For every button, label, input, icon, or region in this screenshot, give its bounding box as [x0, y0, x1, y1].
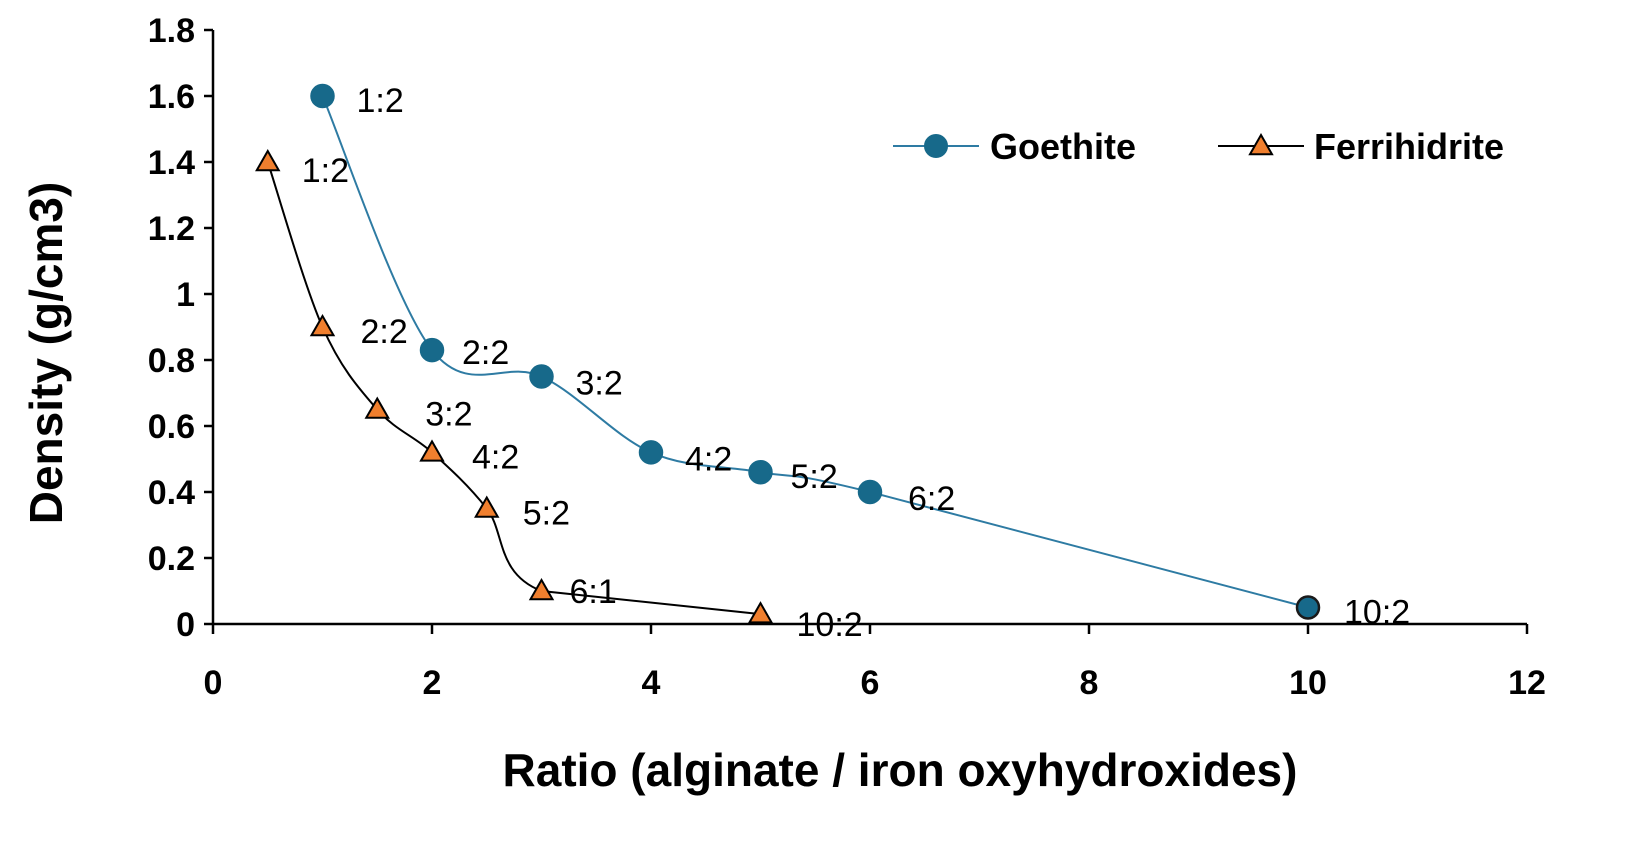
- data-point: [747, 601, 774, 624]
- data-label: 2:2: [361, 313, 408, 351]
- y-tick-label: 1.4: [148, 144, 195, 182]
- data-point: [857, 479, 883, 505]
- y-tick-label: 1: [176, 276, 195, 314]
- axes: 0 0.2 0.4 0.6 0.8 1 1.2 1.4 1.6 1.8 0 2 4 6 8 10 12: [148, 12, 1546, 702]
- legend-item-goethite: Goethite: [893, 126, 1136, 167]
- data-point: [419, 439, 445, 462]
- data-label: 2:2: [462, 334, 509, 372]
- legend-marker: [924, 134, 948, 158]
- y-tick-label: 0.8: [148, 342, 195, 380]
- legend-marker: [1248, 132, 1274, 156]
- series-line-goethite: [321, 95, 1309, 609]
- data-label: 10:2: [797, 606, 863, 644]
- data-point: [1295, 595, 1321, 620]
- series-layer: 1:22:23:24:2 5:26:210:21:22:23:24:25:26:1…: [255, 82, 1410, 644]
- data-point: [748, 459, 773, 485]
- data-label: 1:2: [302, 152, 349, 190]
- series-line-ferrihidrite: [266, 161, 761, 616]
- y-tick-label: 0.2: [148, 540, 195, 578]
- y-tick-label: 0.4: [148, 474, 195, 512]
- data-label: 4:2: [472, 438, 519, 476]
- x-axis-title: Ratio (alginate / iron oxyhydroxides): [503, 744, 1298, 796]
- data-label: 3:2: [576, 365, 623, 403]
- y-tick-label: 1.6: [148, 78, 195, 116]
- y-axis-title: Density (g/cm3): [20, 182, 72, 525]
- x-tick-label: 2: [423, 664, 442, 702]
- data-point: [309, 313, 336, 337]
- x-tick-label: 0: [204, 664, 223, 702]
- series-goethite: 1:22:23:24:2 5:26:210:2: [310, 82, 1410, 632]
- data-point: [474, 495, 500, 518]
- x-tick-label: 12: [1508, 664, 1546, 702]
- x-tick-label: 8: [1080, 664, 1099, 702]
- data-label: 3:2: [425, 396, 472, 434]
- data-point: [528, 577, 555, 601]
- y-tick-label: 0.6: [148, 408, 195, 446]
- data-point: [310, 83, 335, 109]
- y-tick-label: 1.8: [148, 12, 195, 50]
- series-ferrihidrite: 1:22:23:24:25:26:110:2: [255, 148, 863, 644]
- y-tick-label: 1.2: [148, 210, 195, 248]
- data-label: 4:2: [685, 440, 732, 478]
- data-point: [419, 337, 445, 363]
- data-point: [529, 364, 554, 389]
- y-tick-label: 0: [176, 606, 195, 644]
- data-point: [638, 440, 664, 465]
- data-point: [364, 396, 390, 419]
- x-tick-label: 4: [642, 664, 661, 702]
- data-label: 5:2: [523, 495, 570, 533]
- legend-label: Ferrihidrite: [1314, 126, 1504, 167]
- data-point: [255, 148, 281, 172]
- data-label: 6:1: [570, 573, 617, 611]
- data-label: 5:2: [791, 458, 838, 496]
- x-tick-label: 6: [861, 664, 880, 702]
- data-label: 1:2: [357, 82, 404, 120]
- data-label: 10:2: [1344, 594, 1410, 632]
- data-label: 6:2: [908, 480, 955, 518]
- legend: Goethite Ferrihidrite: [893, 126, 1504, 167]
- x-tick-label: 10: [1289, 664, 1327, 702]
- legend-label: Goethite: [990, 126, 1136, 167]
- legend-item-ferrihidrite: Ferrihidrite: [1218, 126, 1504, 167]
